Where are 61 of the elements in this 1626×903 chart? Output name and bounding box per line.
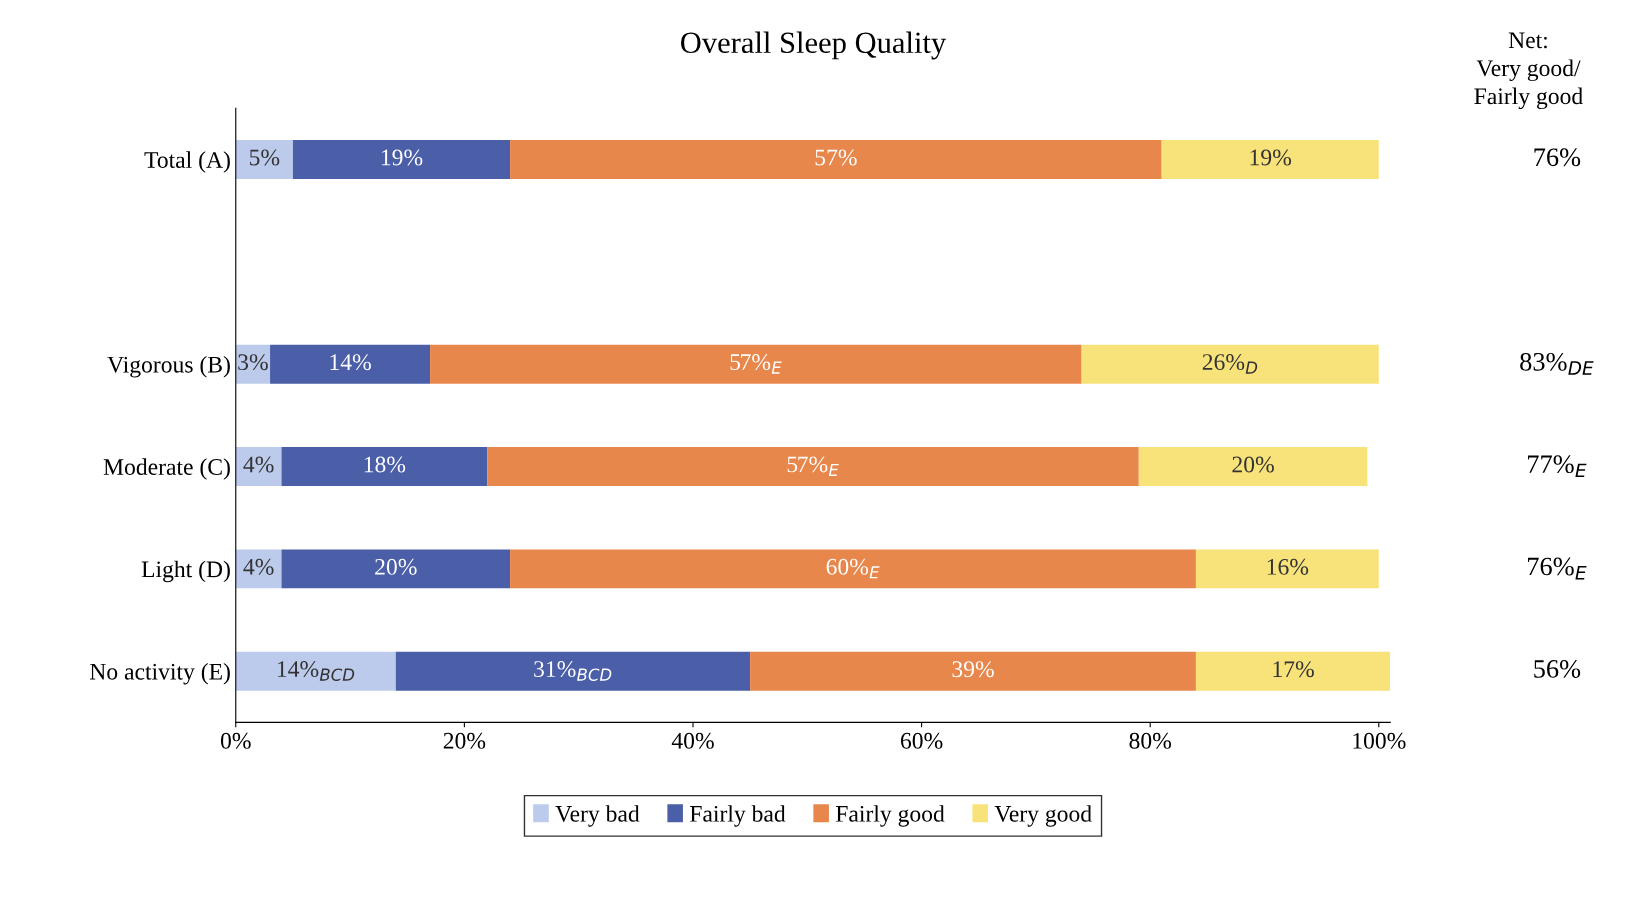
y-tick-label: Moderate (C): [103, 458, 230, 480]
bar: [1161, 140, 1379, 179]
bar: [395, 651, 751, 691]
text: 77%$_{E}$: [1528, 455, 1587, 478]
bar: [281, 549, 511, 589]
data-label: 57%: [815, 149, 857, 166]
bar: [430, 344, 1082, 384]
bar: [510, 140, 1162, 179]
data-label: 26%$_{D}$: [1202, 354, 1258, 374]
bar: [1195, 651, 1391, 691]
chart-title: Overall Sleep Quality: [681, 31, 947, 60]
data-label: 18%: [364, 456, 406, 473]
y-tick-label: Vigorous (B): [107, 356, 230, 378]
text: 76%$_{E}$: [1528, 557, 1587, 580]
x-tick-label: 60%: [900, 732, 943, 749]
data-label: 4%: [243, 558, 274, 575]
x-tick-label: 0%: [220, 732, 251, 749]
data-label: 17%: [1273, 661, 1314, 678]
bar: [235, 140, 293, 179]
bar: [1138, 447, 1368, 486]
data-label: 57%$_{E}$: [787, 456, 839, 476]
y-tick-label: No activity (E): [89, 663, 230, 685]
bar: [281, 447, 488, 486]
bar: [487, 447, 1139, 486]
bar: [235, 651, 396, 691]
data-label: 39%: [952, 661, 994, 678]
bar: [235, 447, 282, 486]
bar: [292, 140, 511, 179]
text: 76%: [1534, 148, 1581, 167]
x-tick-label: 40%: [671, 732, 714, 749]
data-label: 20%: [375, 558, 417, 575]
x-tick-label: 80%: [1129, 732, 1172, 749]
bar: [235, 549, 282, 589]
data-label: 57%$_{E}$: [730, 354, 782, 374]
bar: [1195, 549, 1379, 589]
legend-label: Very bad: [555, 805, 640, 827]
x-tick-label: 20%: [443, 732, 486, 749]
data-label: 60%$_{E}$: [826, 558, 880, 579]
x-tick-label: 100%: [1353, 732, 1406, 749]
legend-label: Fairly bad: [689, 805, 786, 827]
data-label: 14%$_{BCD}$: [277, 661, 355, 681]
bar: [750, 651, 1196, 691]
data-label: 4%: [243, 456, 274, 473]
bar: [1081, 344, 1379, 384]
y-tick-label: Light (D): [141, 560, 230, 583]
data-label: 3%: [238, 354, 268, 371]
data-label: 14%: [330, 354, 371, 371]
bar: [510, 549, 1196, 589]
data-label: 19%: [1250, 149, 1292, 166]
data-label: 19%: [381, 149, 423, 166]
data-label: 20%: [1232, 456, 1274, 473]
data-label: 5%: [249, 149, 280, 166]
legend-label: Fairly good: [835, 805, 945, 827]
bar: [270, 344, 431, 384]
data-label: 16%: [1267, 558, 1309, 575]
text: 56%: [1534, 660, 1581, 678]
y-tick-label: Total (A): [144, 151, 230, 173]
legend-label: Very good: [994, 805, 1092, 827]
text: Net: Very good/ Fairly good: [1474, 32, 1583, 110]
text: 83%$_{DE}$: [1520, 352, 1594, 375]
data-label: 31%$_{BCD}$: [534, 661, 612, 681]
